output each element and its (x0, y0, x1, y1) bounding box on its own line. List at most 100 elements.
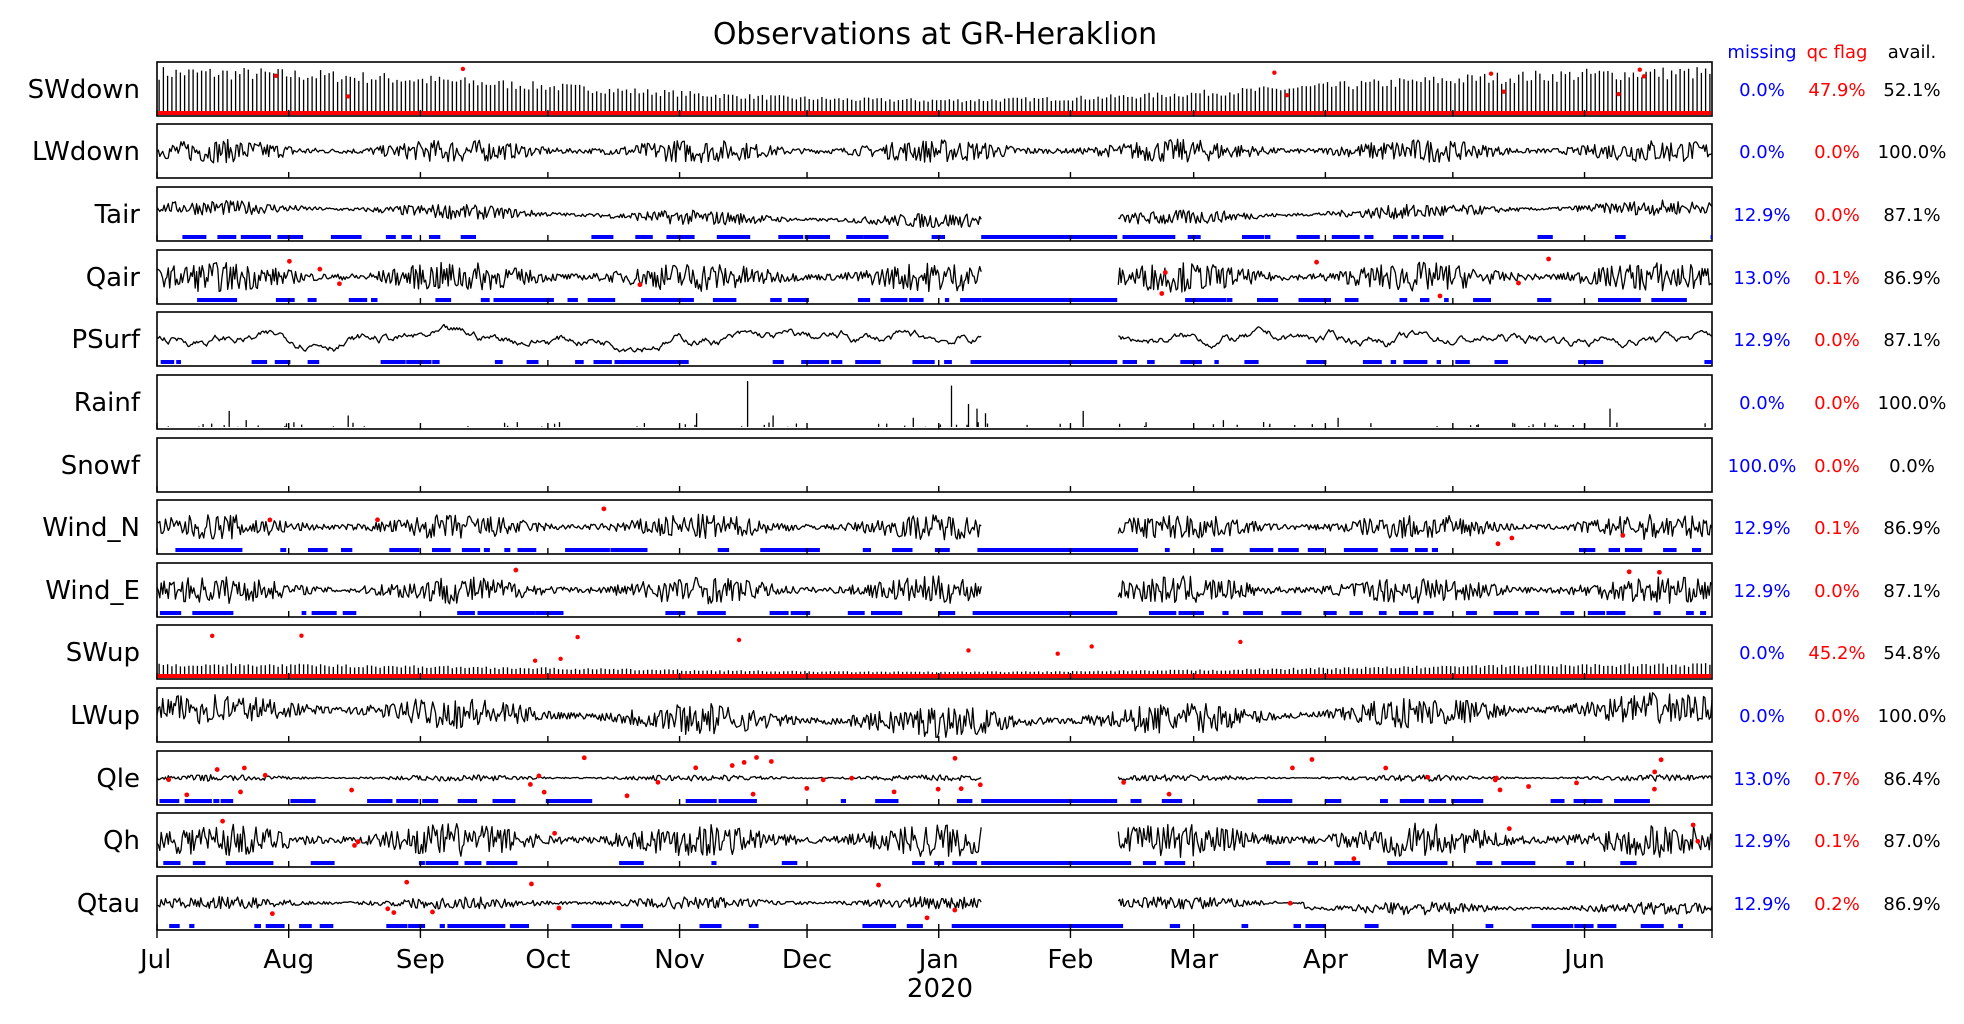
panel-frame (156, 624, 1713, 680)
series-trace (158, 663, 1711, 675)
qc-flag-point (1159, 291, 1165, 296)
qc-flag-point (804, 785, 810, 791)
x-tick-label: Jan (917, 945, 959, 975)
stat-avail: 86.9% (1883, 518, 1940, 539)
panel-frame (156, 311, 1713, 367)
qc-flag-point (729, 763, 735, 768)
qc-flag-point (355, 839, 361, 845)
qc-flag-point (1637, 67, 1642, 72)
stat-avail: 87.1% (1883, 330, 1940, 351)
series-trace (156, 513, 1713, 541)
stat-missing: 12.9% (1733, 518, 1790, 539)
qc-flag-point (1488, 71, 1494, 76)
stat-avail: 86.4% (1883, 769, 1940, 790)
qc-flag-point (1314, 259, 1319, 265)
stat-missing: 13.0% (1733, 769, 1790, 790)
stat-avail: 100.0% (1878, 393, 1947, 414)
qc-flag-point (287, 258, 292, 264)
series-trace (156, 323, 1713, 353)
panel-qair: Qair 13.0% 0.1% 86.9% (86, 249, 1941, 305)
qc-flag-point (532, 658, 538, 663)
panel-qtau: Qtau 12.9% 0.2% 86.9% (77, 875, 1941, 931)
panel-snowf: Snowf 100.0% 0.0% 0.0% (61, 437, 1935, 493)
x-tick-label: Jul (138, 945, 171, 975)
stat-qc-flag: 0.0% (1814, 581, 1860, 602)
qc-flag-point (210, 633, 215, 639)
qc-flag-point (460, 66, 466, 72)
series-trace (167, 381, 1706, 427)
qc-flag-point (958, 786, 964, 792)
series-trace (156, 692, 1713, 738)
series-trace (158, 67, 1711, 112)
qc-flag-point (1272, 70, 1277, 75)
row-label: Qair (86, 263, 141, 293)
x-tick-label: Feb (1047, 945, 1093, 975)
qc-flag-point (849, 775, 855, 781)
stat-missing: 12.9% (1733, 831, 1790, 852)
qc-flag-point (262, 772, 268, 778)
stat-qc-flag: 0.0% (1814, 142, 1860, 163)
qc-flag-point (1501, 89, 1507, 94)
qc-flag-point (1290, 765, 1295, 771)
qc-flag-point (273, 73, 279, 79)
stat-avail: 86.9% (1883, 268, 1940, 289)
qc-flag-point (267, 517, 273, 523)
series-trace (156, 774, 1713, 782)
panel-frame (156, 437, 1713, 493)
panel-rainf: Rainf 0.0% 0.0% 100.0% (74, 374, 1947, 430)
stat-qc-flag: 0.1% (1814, 268, 1860, 289)
x-tick-label: Apr (1303, 945, 1348, 975)
qc-flag-point (241, 765, 247, 771)
qc-flag-point (541, 789, 547, 795)
qc-flag-point (935, 786, 941, 792)
stat-missing: 100.0% (1728, 456, 1797, 477)
row-label: Snowf (61, 451, 141, 481)
row-label: LWdown (32, 137, 140, 167)
qc-flag-point (375, 517, 380, 523)
row-label: Wind_N (42, 513, 140, 543)
panel-psurf: PSurf 12.9% 0.0% 87.1% (71, 311, 1941, 367)
stat-qc-flag: 0.0% (1814, 706, 1860, 727)
qc-flag-point (1626, 569, 1632, 575)
x-tick-label: May (1426, 945, 1480, 975)
row-label: SWup (66, 638, 140, 668)
panel-wind-e: Wind_E 12.9% 0.0% 87.1% (45, 562, 1941, 618)
qc-flag-point (1509, 535, 1515, 541)
qc-flag-point (924, 915, 930, 921)
stat-qc-flag: 0.2% (1814, 894, 1860, 915)
qc-flag-point (220, 818, 226, 824)
qc-flag-point (876, 882, 881, 888)
qc-flag-point (558, 656, 563, 662)
qc-flag-point (269, 911, 275, 917)
qc-flag-point (736, 637, 742, 643)
qc-flag-point (655, 779, 661, 785)
chart-title: Observations at GR-Heraklion (713, 17, 1157, 52)
qc-flag-point (1652, 786, 1657, 792)
stat-missing: 12.9% (1733, 330, 1790, 351)
stat-avail: 52.1% (1883, 80, 1940, 101)
x-tick-label: Jun (1562, 945, 1605, 975)
qc-flag-point (299, 633, 304, 638)
qc-flag-point (581, 755, 587, 761)
row-label: SWdown (28, 75, 140, 105)
series-trace (156, 895, 1713, 916)
qc-flag-point (1351, 856, 1357, 862)
stat-qc-flag: 47.9% (1808, 80, 1865, 101)
qc-flag-point (1284, 93, 1290, 98)
panel-wind-n: Wind_N 12.9% 0.1% 86.9% (42, 499, 1941, 555)
qc-flag-point (1309, 757, 1315, 762)
qc-flag-point (1166, 791, 1172, 797)
stat-qc-flag: 0.0% (1814, 205, 1860, 226)
x-year-label: 2020 (907, 974, 973, 1004)
x-tick-label: Oct (525, 945, 570, 975)
x-tick-label: Dec (782, 945, 832, 975)
qc-flag-point (166, 777, 172, 783)
stat-avail: 100.0% (1878, 706, 1947, 727)
stat-qc-flag: 0.1% (1814, 831, 1860, 852)
qc-flag-point (317, 266, 323, 272)
qc-flag-point (1437, 293, 1443, 299)
panel-lwup: LWup 0.0% 0.0% 100.0% (70, 687, 1947, 743)
qc-flag-point (1695, 838, 1701, 844)
stat-missing: 0.0% (1739, 142, 1785, 163)
